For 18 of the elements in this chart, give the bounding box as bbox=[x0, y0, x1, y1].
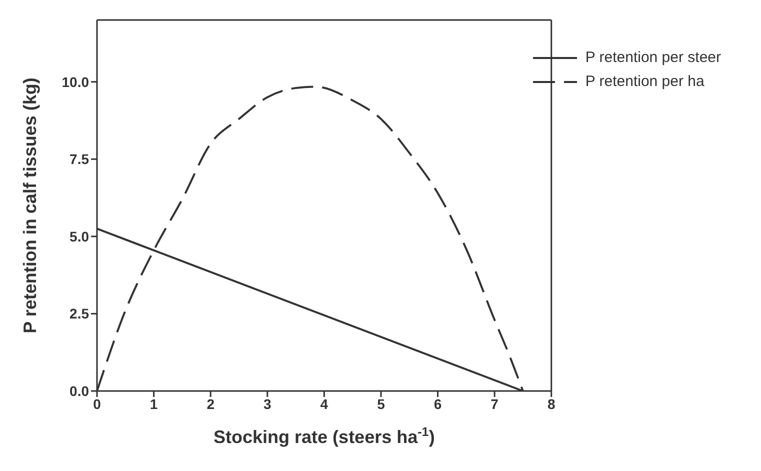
y-tick-label: 5.0 bbox=[70, 228, 90, 244]
y-tick-label: 10.0 bbox=[62, 74, 90, 90]
y-axis-title: P retention in calf tissues (kg) bbox=[20, 78, 40, 334]
x-tick-label: 7 bbox=[490, 396, 499, 412]
x-tick-label: 1 bbox=[150, 396, 158, 412]
x-axis-title: Stocking rate (steers ha$^{-1}$) bbox=[214, 425, 435, 447]
x-tick-label: 6 bbox=[434, 396, 442, 412]
x-tick-label: 5 bbox=[377, 396, 386, 412]
x-tick-label: 3 bbox=[263, 396, 272, 412]
x-tick-label: 8 bbox=[547, 396, 556, 412]
legend-label: P retention per ha bbox=[585, 72, 704, 92]
x-tick-label: 0 bbox=[93, 396, 102, 412]
y-tick-label: 0.0 bbox=[70, 382, 90, 399]
y-tick-label: 2.5 bbox=[70, 306, 90, 322]
y-tick-label: 7.5 bbox=[70, 151, 90, 168]
x-tick-label: 4 bbox=[320, 396, 328, 412]
legend-label: P retention per steer bbox=[585, 48, 721, 68]
x-tick-label: 2 bbox=[206, 396, 215, 412]
